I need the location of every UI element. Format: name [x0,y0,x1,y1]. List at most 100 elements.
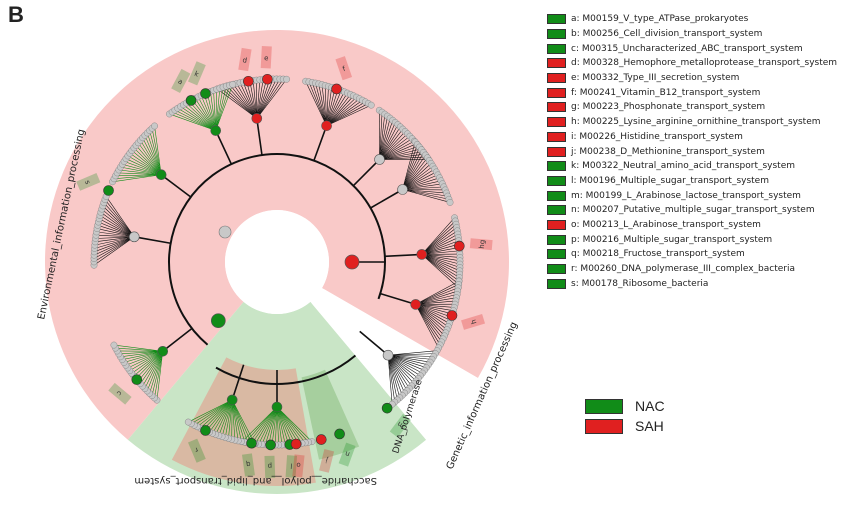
leaf-edge [115,174,162,177]
leaf-edge [154,125,162,175]
leaf-edge [149,130,162,175]
leaf-edge [402,174,439,190]
marker-letter: p [267,462,272,470]
leaf-edge [226,85,258,119]
leaf-edge [101,208,135,238]
leaf-edge [421,254,459,285]
leaf-edge [200,95,216,131]
leaf-edge [103,202,135,238]
leaf-edge [118,350,163,355]
marker-tag-n [338,442,356,467]
sector-label-saccharide: Saccharide__polyol__and_lipid_transport_… [134,475,377,486]
leaf-edge [276,406,309,443]
leaf-edge [137,142,162,175]
leaf-edge [231,399,246,443]
leaf-edge [215,399,233,435]
legend-swatch [547,234,566,245]
leaf-edge [402,186,444,190]
leaf-edge [421,237,459,255]
leaf-edge [251,406,278,444]
legend-item-f: f: M00241_Vitamin_B12_transport_system [547,85,844,100]
leaf-edge [421,254,461,262]
legend-item-o: o: M00213_L_Arabinose_transport_system [547,218,844,233]
leaf-edge [402,146,420,190]
leaf-edge [326,89,339,126]
leaf-edge [379,116,388,160]
leaf-edge [218,399,233,436]
leaf-edge [248,406,278,443]
leaf-edge [379,138,413,160]
leaf-edge [151,128,162,175]
leaf-edge [261,406,278,445]
clade-node [410,299,421,310]
legend-label: i: M00226_Histidine_transport_system [571,131,743,142]
leaf-edge [229,84,258,119]
leaf-edge [387,354,425,371]
leaf-edge [215,84,234,131]
leaf-edge [142,351,163,387]
leaf-edge [421,220,456,255]
marker-letter: n [344,449,351,458]
legend-item-h: h: M00225_Lysine_arginine_ornithine_tran… [547,115,844,130]
clade-stem [352,158,381,187]
leaf-edge [421,254,460,275]
leaf-edge [388,354,434,357]
leaf-edge [415,304,444,340]
leaf-edge [387,355,415,384]
leaf-edge [415,304,451,321]
leaf-edge [215,87,224,131]
leaf-edge [268,406,278,445]
leaf-edge [256,78,284,119]
leaf-edge [415,297,457,305]
legend-label: l: M00196_Multiple_sugar_transport_syste… [571,175,769,186]
legend-label: j: M00238_D_Methionine_transport_system [571,146,765,157]
leaf-edge [326,104,372,127]
leaf-edge [387,355,408,391]
leaf-edge [379,112,383,160]
leaf-edge [326,91,345,126]
clade-stem [380,292,416,306]
leaf-edge [379,135,411,160]
leaf-edge [379,128,404,160]
leaf-edge [421,243,460,255]
leaf-edge [421,233,459,255]
leaf-edge [415,304,455,308]
leaf-edge [203,93,217,131]
leaf-edge [415,284,459,305]
marker-node-o [290,438,302,450]
legend-swatch [547,219,566,230]
leaf-edge [212,399,233,434]
sector-environmental [44,29,509,440]
leaf-edge [415,304,441,346]
clade-stem [160,174,192,198]
marker-tag-j [319,449,335,473]
leaf-edge [94,236,135,249]
legend-swatch [547,29,566,40]
legend-item-a: a: M00159_V_type_ATPase_prokaryotes [547,12,844,27]
leaf-edge [388,354,432,360]
clade-stem [313,125,328,161]
module-legend: a: M00159_V_type_ATPase_prokaryotes b: M0… [547,12,844,291]
leaf-edge [188,101,216,131]
leaf-edge [415,304,446,334]
leaf-edge [415,304,450,324]
leaf-edge [402,189,448,197]
marker-tag-c [108,382,132,405]
leaf-edge [242,82,258,119]
legend-label: r: M00260_DNA_polymerase_III_complex_bac… [571,264,796,275]
legend-swatch [547,205,566,216]
leaf-edge [379,151,423,160]
clade-node [210,125,222,136]
leaf-edge [223,86,258,119]
leaf-edge [318,83,327,126]
leaf-edge [120,166,162,176]
leaf-edge [402,154,426,190]
leaf-edge [221,399,233,437]
clade-stem [359,330,389,356]
leaf-edge [275,406,278,446]
sah-root-node [344,254,360,270]
leaf-edge [387,355,403,396]
marker-node-p [265,439,276,451]
leaf-edge [95,236,135,243]
leaf-edge [131,351,163,374]
